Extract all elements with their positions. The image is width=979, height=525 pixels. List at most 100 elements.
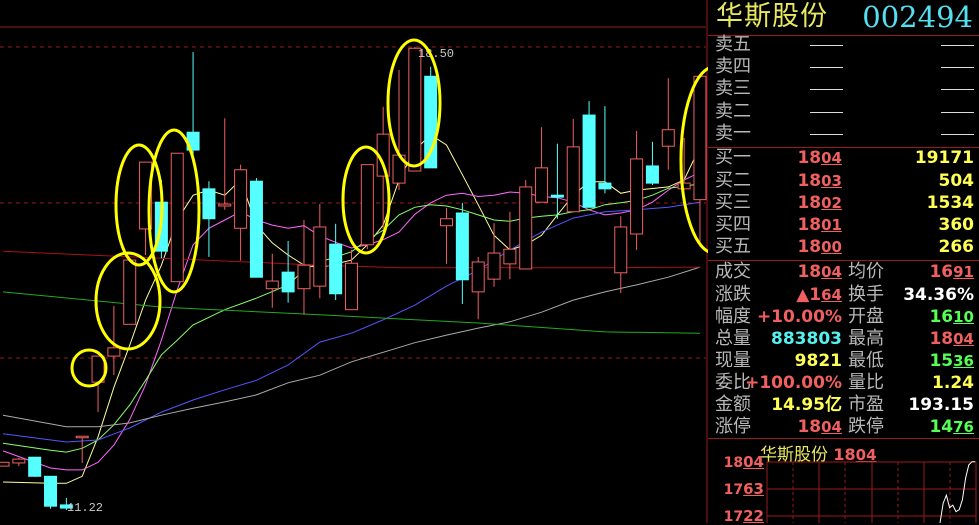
pct-label: 幅度 [715, 306, 751, 327]
candle[interactable] [123, 259, 137, 325]
candle[interactable] [487, 223, 501, 287]
buy-label: 买三 [715, 192, 751, 213]
pe-value: 193.15 [908, 395, 974, 415]
candle-body-up [234, 169, 248, 229]
candle[interactable] [281, 240, 295, 303]
candle[interactable] [218, 118, 232, 210]
candle-body-up [471, 261, 485, 293]
candle[interactable] [598, 106, 612, 194]
candle[interactable] [12, 457, 26, 467]
annotation-ellipse [70, 348, 108, 388]
sell-row: 卖二 [708, 101, 979, 123]
candlestick-chart[interactable]: 18.50 11.22 [0, 0, 708, 523]
candle[interactable] [471, 256, 485, 320]
candle[interactable] [392, 69, 406, 191]
annotation-ellipse [114, 143, 164, 267]
candle[interactable] [202, 181, 216, 257]
candle-body-down [249, 180, 263, 278]
order-ratio-label: 委比 [715, 372, 751, 393]
candle[interactable] [503, 211, 517, 280]
candle[interactable] [519, 179, 533, 270]
buy-price: 1803 [797, 171, 842, 191]
annotation-ellipse [679, 66, 708, 254]
candle[interactable] [234, 164, 248, 261]
sell-label: 卖一 [715, 123, 751, 144]
candle[interactable] [440, 207, 454, 264]
candle[interactable] [313, 204, 327, 299]
stats-row: 金额 14.95亿 市盈 193.15 [708, 394, 979, 416]
annotation-ellipse [147, 128, 201, 294]
buy-label: 买五 [715, 236, 751, 257]
candle[interactable] [344, 249, 358, 311]
candle[interactable] [455, 202, 469, 304]
candle[interactable] [75, 435, 89, 463]
annotation-ellipses [70, 38, 708, 388]
candle[interactable] [107, 305, 121, 376]
annotation-ellipse [341, 145, 391, 255]
stats-row: 委比 +100.00% 量比 1.24 [708, 372, 979, 394]
candle-body-up [440, 218, 454, 227]
buy-row[interactable]: 买四 1801 360 [708, 214, 979, 236]
candle-body-up [661, 129, 675, 147]
candle[interactable] [408, 47, 422, 172]
candle[interactable] [645, 141, 659, 186]
candle[interactable] [535, 127, 549, 203]
candle-body-up [123, 259, 137, 325]
candle[interactable] [614, 216, 628, 294]
stock-name: 华斯股份 [716, 1, 828, 32]
buy-row[interactable]: 买二 1803 504 [708, 170, 979, 192]
stats-row: 成交 1804 均价 1691 [708, 261, 979, 283]
buy-row[interactable]: 买五 1800 266 [708, 236, 979, 258]
candle[interactable] [693, 75, 707, 247]
candle[interactable] [550, 143, 564, 219]
candle-body-up [487, 252, 501, 280]
limit-up-value: 1804 [797, 417, 842, 437]
candle-body-down [598, 182, 612, 190]
change-value: ▲164 [796, 285, 842, 305]
candle[interactable] [376, 106, 390, 229]
candle[interactable] [59, 497, 73, 510]
candle-body-up [107, 347, 121, 357]
total-volume-value: 883803 [771, 329, 842, 349]
candle[interactable] [329, 223, 343, 301]
candle[interactable] [360, 164, 374, 250]
candle[interactable] [0, 461, 10, 467]
stats-row: 涨跌 ▲164 换手 34.36% [708, 284, 979, 306]
divider [708, 438, 979, 439]
candle[interactable] [44, 475, 58, 509]
intraday-price-line [939, 461, 976, 523]
candle-body-up [503, 248, 517, 265]
avg-price-value: 1691 [929, 262, 974, 282]
candle-body-up [313, 226, 327, 287]
limit-up-label: 涨停 [715, 416, 751, 437]
buy-volume: 1534 [926, 193, 974, 213]
stats-row: 幅度 +10.00% 开盘 1610 [708, 306, 979, 328]
buy-row[interactable]: 买三 1802 1534 [708, 192, 979, 214]
quote-panel: 华斯股份 002494 卖五 卖四 卖三 卖二 卖一 买一 1804 19171 买… [708, 0, 979, 525]
candle[interactable] [265, 253, 279, 308]
candle[interactable] [28, 456, 42, 477]
candle[interactable] [661, 78, 675, 170]
candle[interactable] [582, 101, 596, 208]
high-price-label: 18.50 [418, 47, 454, 61]
order-ratio-value: +100.00% [745, 373, 842, 393]
candle-body-down [59, 504, 73, 509]
candle-body-up [0, 461, 10, 467]
pe-label: 市盈 [848, 394, 884, 415]
candle-body-down [281, 271, 295, 293]
low-value: 1536 [929, 351, 974, 371]
divider [708, 260, 979, 261]
limit-down-label: 跌停 [848, 416, 884, 437]
buy-row[interactable]: 买一 1804 19171 [708, 147, 979, 169]
mini-chart-title: 华斯股份 [760, 445, 828, 465]
avg-price-label: 均价 [848, 261, 884, 282]
buy-price: 1801 [797, 215, 842, 235]
candle-body-up [344, 262, 358, 311]
candle[interactable] [170, 152, 184, 283]
candle[interactable] [297, 219, 311, 315]
up-arrow-icon: ▲ [796, 285, 810, 305]
candle[interactable] [630, 130, 644, 250]
moving-average-line-ma60 [2, 266, 701, 428]
candle[interactable] [566, 118, 580, 213]
candle[interactable] [249, 178, 263, 278]
